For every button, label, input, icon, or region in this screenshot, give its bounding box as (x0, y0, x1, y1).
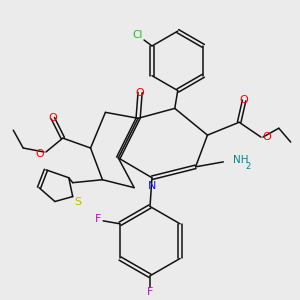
Text: O: O (49, 113, 57, 123)
Text: O: O (136, 88, 145, 98)
Text: F: F (95, 214, 101, 224)
Text: S: S (74, 196, 81, 206)
Text: Cl: Cl (132, 30, 142, 40)
Text: O: O (36, 149, 44, 159)
Text: O: O (262, 132, 271, 142)
Text: NH: NH (233, 155, 249, 165)
Text: F: F (147, 287, 153, 297)
Text: 2: 2 (245, 162, 251, 171)
Text: O: O (240, 95, 248, 106)
Text: N: N (148, 181, 156, 191)
